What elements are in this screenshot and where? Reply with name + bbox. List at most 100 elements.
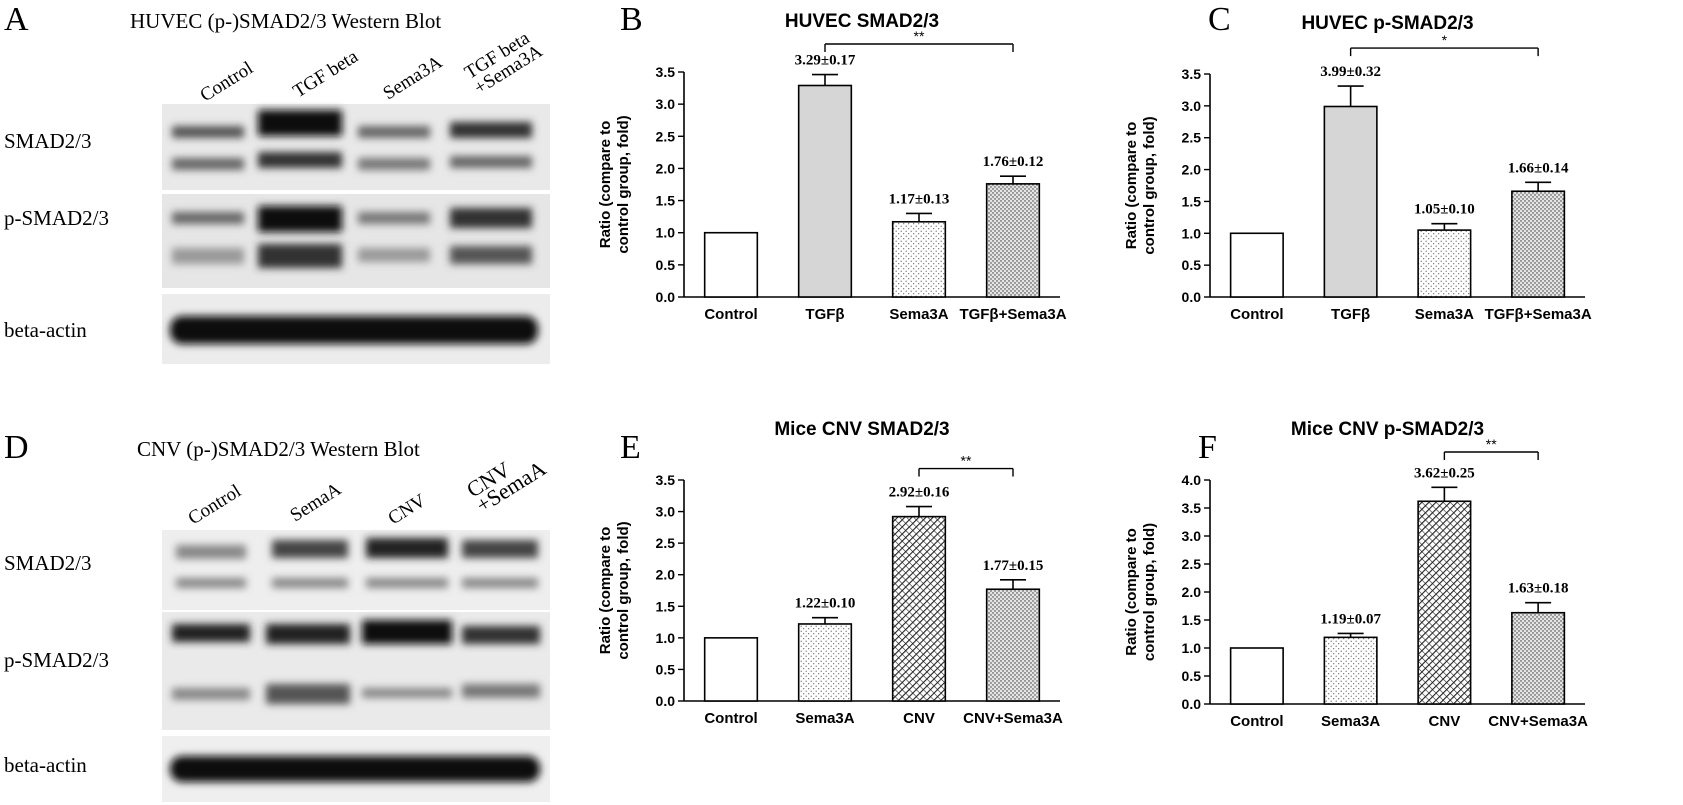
lane-label: Sema3A	[380, 52, 447, 105]
x-tick-label: Sema3A	[1321, 713, 1380, 730]
y-tick-label: 1.5	[656, 193, 676, 209]
bar	[1229, 232, 1284, 298]
bar	[1511, 190, 1566, 298]
y-tick-label: 2.0	[1182, 584, 1202, 600]
y-tick-label: 2.0	[1182, 162, 1202, 178]
x-tick-label: TGFβ	[1331, 306, 1370, 323]
x-tick-label: Sema3A	[1415, 306, 1474, 323]
y-axis-label: Ratio (compare to	[597, 121, 614, 249]
lane-label-multiline: CNV +SemaA	[462, 455, 550, 517]
data-label: 2.92±0.16	[889, 485, 950, 501]
y-tick-label: 1.5	[1182, 612, 1202, 628]
y-axis-label: Ratio (compare to	[1123, 122, 1140, 250]
bar	[985, 588, 1041, 702]
y-tick-label: 0.5	[1182, 668, 1202, 684]
row-label: beta-actin	[4, 318, 87, 342]
x-tick-label: TGFβ	[805, 306, 844, 323]
y-tick-label: 1.0	[656, 225, 676, 241]
bar	[891, 220, 947, 298]
y-tick-label: 0.0	[656, 289, 676, 305]
y-tick-label: 4.0	[1182, 472, 1202, 488]
x-tick-label: Sema3A	[795, 710, 854, 727]
panel-f-letter: F	[1198, 429, 1217, 466]
bar	[1417, 229, 1472, 298]
bar	[703, 637, 759, 702]
y-tick-label: 0.5	[1182, 257, 1202, 273]
chart-title: Mice CNV p-SMAD2/3	[1291, 419, 1484, 440]
y-axis-label: Ratio (compare to	[597, 527, 614, 655]
y-tick-label: 1.0	[1182, 640, 1202, 656]
panel-c-letter: C	[1208, 1, 1231, 38]
chart-e: Mice CNV SMAD2/3 0.0 0.5 1.0 1.5 2.0 2.5 3.0 3.5…	[597, 419, 1063, 727]
blot-actin	[162, 294, 550, 364]
panel-d-letter: D	[4, 429, 29, 466]
x-tick-label: CNV+Sema3A	[1488, 713, 1588, 730]
y-tick-label: 2.5	[656, 535, 676, 551]
y-tick-label: 1.0	[656, 630, 676, 646]
y-tick-label: 2.0	[656, 567, 676, 583]
bar	[1229, 647, 1284, 705]
lane-label: Control	[197, 58, 257, 107]
lane-label: SemaA	[287, 479, 346, 527]
blot-smad	[162, 104, 550, 190]
x-tick-label: CNV+Sema3A	[963, 710, 1063, 727]
blot-psmad	[162, 612, 550, 730]
chart-title: HUVEC SMAD2/3	[785, 11, 939, 32]
chart-title: HUVEC p-SMAD2/3	[1301, 13, 1473, 34]
blot-psmad	[162, 194, 550, 288]
y-tick-label: 1.5	[1182, 193, 1202, 209]
x-tick-label: TGFβ+Sema3A	[959, 306, 1066, 323]
lane-label: TGF beta	[290, 46, 363, 102]
y-axis-label: control group, fold)	[615, 115, 632, 253]
significance-label: **	[1486, 436, 1497, 452]
panel-b-letter: B	[620, 1, 643, 38]
panel-e-letter: E	[620, 429, 641, 466]
y-tick-label: 3.5	[1182, 500, 1202, 516]
data-label: 3.99±0.32	[1320, 64, 1381, 80]
y-tick-label: 1.0	[1182, 225, 1202, 241]
significance-label: **	[914, 28, 925, 44]
chart-f: Mice CNV p-SMAD2/3 0.0 0.5 1.0 1.5 2.0 2.5 3.0 3…	[1123, 419, 1588, 730]
bar-crosshatch	[1418, 501, 1471, 704]
data-label: 1.19±0.07	[1320, 611, 1381, 627]
row-label: beta-actin	[4, 753, 87, 777]
row-label: SMAD2/3	[4, 551, 92, 575]
y-tick-label: 2.5	[1182, 556, 1202, 572]
y-tick-label: 0.5	[656, 661, 676, 677]
y-tick-label: 3.0	[656, 96, 676, 112]
data-label: 3.29±0.17	[795, 53, 856, 69]
y-tick-label: 3.0	[656, 504, 676, 520]
significance-label: *	[1442, 32, 1448, 48]
data-label: 3.62±0.25	[1414, 465, 1475, 481]
bar-crosshatch	[892, 516, 946, 701]
y-tick-label: 2.5	[1182, 130, 1202, 146]
x-tick-label: Control	[704, 306, 757, 323]
panel-a: A HUVEC (p-)SMAD2/3 Western Blot Control…	[4, 1, 550, 364]
bar	[797, 84, 853, 298]
bar	[797, 623, 853, 702]
y-tick-label: 3.5	[656, 472, 676, 488]
bar	[985, 183, 1041, 298]
y-tick-label: 0.5	[656, 257, 676, 273]
panel-a-letter: A	[4, 1, 29, 38]
y-tick-label: 3.0	[1182, 98, 1202, 114]
y-tick-label: 1.5	[656, 598, 676, 614]
blot-smad	[162, 530, 550, 610]
row-label: p-SMAD2/3	[4, 648, 109, 672]
x-tick-label: Sema3A	[889, 306, 948, 323]
data-label: 1.22±0.10	[795, 596, 856, 612]
data-label: 1.63±0.18	[1508, 581, 1569, 597]
x-tick-label: CNV	[903, 710, 935, 727]
chart-title: Mice CNV SMAD2/3	[774, 419, 949, 440]
significance-label: **	[961, 453, 972, 469]
x-tick-label: Control	[1230, 306, 1283, 323]
data-label: 1.76±0.12	[983, 154, 1044, 170]
y-tick-label: 2.0	[656, 160, 676, 176]
chart-c: HUVEC p-SMAD2/3 0.0 0.5 1.0 1.5 2.0 2.5 3.0 3.5 R…	[1123, 13, 1592, 323]
lane-label: Control	[185, 481, 245, 530]
panel-a-title: HUVEC (p-)SMAD2/3 Western Blot	[130, 9, 441, 33]
y-tick-label: 0.0	[656, 693, 676, 709]
data-label: 1.17±0.13	[889, 191, 950, 207]
data-label: 1.77±0.15	[983, 558, 1044, 574]
